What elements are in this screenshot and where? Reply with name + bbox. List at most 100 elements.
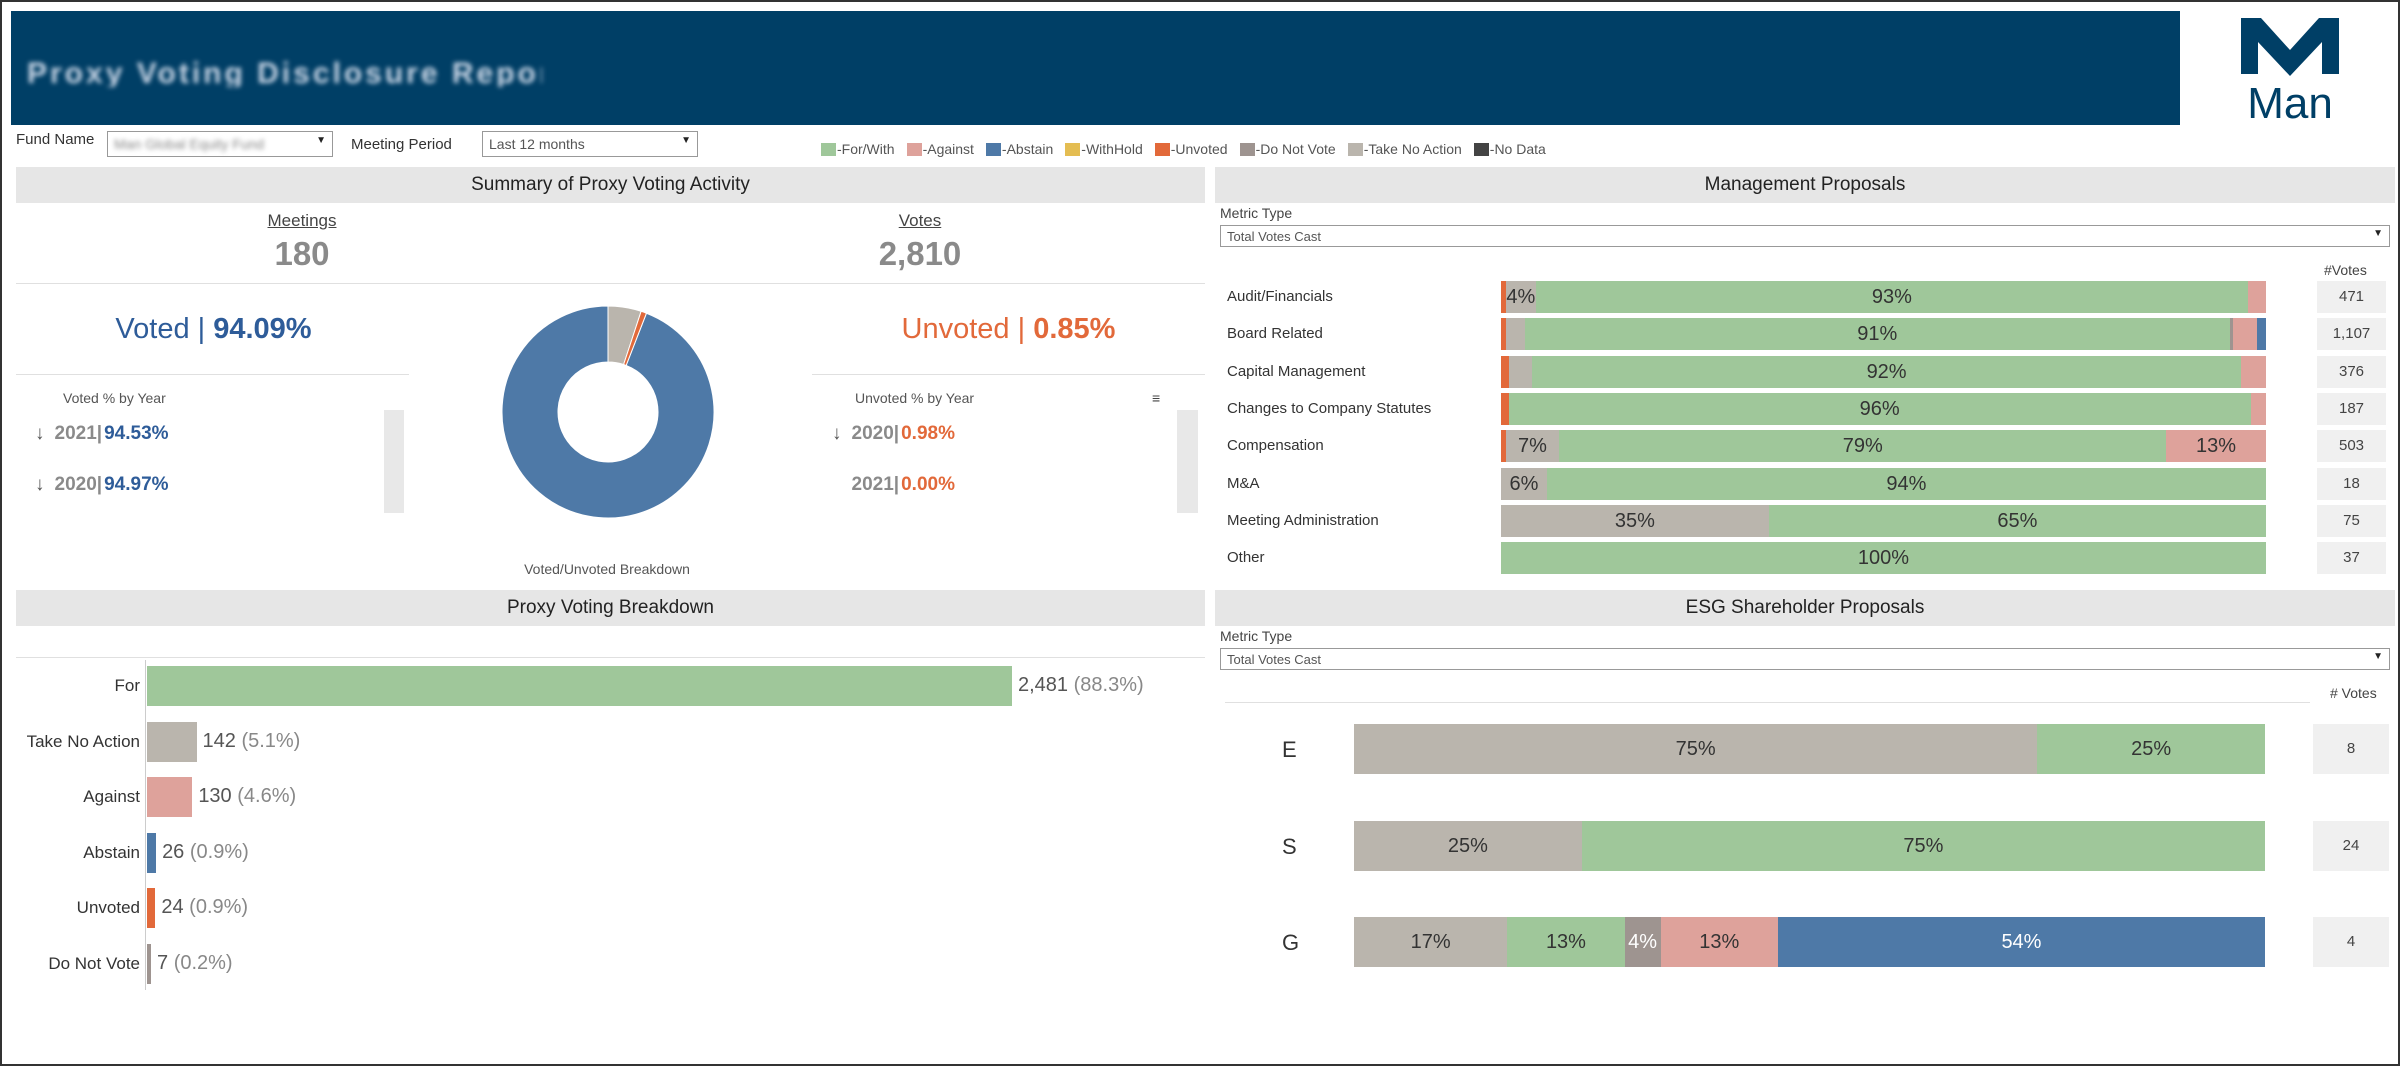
- category-label: Board Related: [1227, 325, 1323, 343]
- bar-segment[interactable]: [1501, 281, 1506, 313]
- management-title: Management Proposals: [1215, 167, 2395, 203]
- breakdown-pct: (0.9%): [189, 896, 249, 918]
- bar-segment[interactable]: 91%: [1525, 318, 2230, 351]
- bar-segment[interactable]: 35%: [1501, 504, 1769, 537]
- bar-segment[interactable]: 65%: [1768, 504, 2266, 537]
- legend-item[interactable]: -Unvoted: [1154, 141, 1228, 157]
- breakdown-pct: (88.3%): [1073, 674, 1144, 696]
- fund-name-dropdown[interactable]: Man Global Equity Fund ▼: [107, 131, 333, 157]
- bar-segment[interactable]: [1501, 430, 1506, 463]
- bar-segment[interactable]: [2241, 355, 2266, 388]
- divider: [1225, 702, 2310, 703]
- bar-segment[interactable]: 7%: [1505, 430, 1560, 463]
- breakdown-category: For: [114, 676, 141, 695]
- report-title: Proxy Voting Disclosure Report: [27, 57, 542, 87]
- esg-metric-type-dropdown[interactable]: Total Votes Cast ▼: [1220, 648, 2390, 670]
- bar-segment[interactable]: 25%: [2037, 724, 2265, 774]
- bar-segment[interactable]: [2233, 318, 2258, 351]
- meeting-period-value: Last 12 months: [489, 136, 585, 152]
- bar-segment[interactable]: [2250, 392, 2266, 425]
- category-label: E: [1282, 737, 1297, 762]
- breakdown-bar[interactable]: [147, 888, 156, 928]
- voted-year-scrollbar[interactable]: [384, 410, 404, 513]
- breakdown-count: 130: [198, 785, 232, 807]
- bar-segment[interactable]: [1501, 392, 1509, 425]
- bar-segment[interactable]: 13%: [1507, 917, 1625, 967]
- breakdown-value: 2,481 (88.3%): [1018, 674, 1144, 697]
- legend-swatch: [1347, 142, 1363, 156]
- meeting-period-dropdown[interactable]: Last 12 months ▼: [482, 131, 698, 157]
- category-label: Capital Management: [1227, 362, 1366, 380]
- bar-segment[interactable]: 75%: [1581, 820, 2265, 871]
- voted-by-year-label: Voted % by Year: [63, 390, 166, 406]
- donut-slice-unvoted[interactable]: [622, 310, 648, 367]
- year-pct: 94.53%: [104, 423, 169, 444]
- breakdown-bar[interactable]: [147, 943, 151, 984]
- legend-item[interactable]: -Do Not Vote: [1239, 141, 1336, 157]
- votes-value: 2,810: [878, 235, 962, 272]
- bar-segment[interactable]: 25%: [1354, 820, 1582, 871]
- down-arrow-icon: ↓: [35, 423, 45, 444]
- legend-swatch: [821, 142, 836, 156]
- bar-segment[interactable]: [1505, 318, 1525, 351]
- meeting-period-label: Meeting Period: [351, 136, 452, 153]
- legend-label: -Unvoted: [1170, 141, 1228, 157]
- voted-kpi: Voted | 94.09%: [16, 313, 411, 346]
- legend-item[interactable]: -WithHold: [1065, 141, 1143, 157]
- breakdown-category: Unvoted: [76, 898, 140, 917]
- category-label: Other: [1227, 549, 1265, 567]
- legend-item[interactable]: -For/With: [821, 141, 895, 157]
- bar-segment[interactable]: 79%: [1559, 430, 2167, 463]
- bar-segment[interactable]: 93%: [1536, 281, 2248, 313]
- bar-segment[interactable]: 54%: [1777, 917, 2265, 967]
- votes-cell: 376: [2317, 355, 2386, 388]
- bar-segment[interactable]: [1508, 355, 1532, 388]
- breakdown-bar[interactable]: [147, 777, 193, 817]
- donut-slice-voted[interactable]: [501, 305, 715, 519]
- breakdown-pct: (0.2%): [173, 951, 233, 974]
- bar-segment[interactable]: [1501, 355, 1509, 388]
- metric-type-dropdown[interactable]: Total Votes Cast ▼: [1220, 225, 2390, 247]
- bar-segment[interactable]: 4%: [1624, 917, 1661, 967]
- legend-item[interactable]: -No Data: [1473, 141, 1546, 157]
- chevron-down-icon: ▼: [2373, 651, 2383, 662]
- bar-segment[interactable]: 13%: [1660, 917, 1778, 967]
- breakdown-bar[interactable]: [147, 666, 1012, 706]
- chevron-down-icon: ▼: [316, 135, 326, 146]
- breakdown-count: 26: [162, 840, 185, 863]
- bar-segment[interactable]: 94%: [1546, 467, 2266, 500]
- breakdown-category: Abstain: [83, 842, 140, 862]
- breakdown-count: 7: [157, 951, 169, 974]
- breakdown-bar[interactable]: [147, 721, 197, 762]
- bar-segment[interactable]: 13%: [2166, 430, 2266, 463]
- voted-unvoted-donut: [501, 305, 715, 519]
- legend-label: -No Data: [1489, 141, 1546, 157]
- bar-segment[interactable]: 100%: [1501, 542, 2266, 575]
- sort-icon[interactable]: ≡: [1152, 390, 1161, 406]
- bar-segment[interactable]: 17%: [1354, 917, 1508, 967]
- unvoted-by-year-label: Unvoted % by Year: [855, 390, 975, 406]
- votes-cell: 18: [2317, 467, 2386, 500]
- category-label: Changes to Company Statutes: [1227, 399, 1432, 417]
- bar-segment[interactable]: 75%: [1354, 724, 2038, 774]
- bar-segment[interactable]: [2257, 318, 2266, 351]
- year-row: ↓ 2021| 94.53%: [35, 423, 169, 445]
- unvoted-year-scrollbar[interactable]: [1177, 410, 1198, 513]
- bar-segment[interactable]: 96%: [1508, 392, 2251, 425]
- votes-cell: 8: [2313, 724, 2389, 774]
- bar-segment[interactable]: 92%: [1531, 355, 2242, 388]
- bar-segment[interactable]: [1501, 318, 1506, 351]
- category-label: G: [1282, 930, 1300, 955]
- legend-item[interactable]: -Abstain: [985, 141, 1053, 157]
- man-logo: Man: [2241, 18, 2339, 124]
- bar-segment[interactable]: [2229, 318, 2234, 351]
- metric-type-value: Total Votes Cast: [1227, 229, 1321, 244]
- legend-item[interactable]: -Take No Action: [1347, 141, 1462, 157]
- bar-segment[interactable]: [2247, 281, 2266, 313]
- breakdown-bar[interactable]: [147, 832, 157, 873]
- bar-segment[interactable]: 4%: [1505, 281, 1537, 313]
- bar-segment[interactable]: 6%: [1501, 467, 1547, 500]
- legend-swatch: [1473, 142, 1489, 156]
- legend-item[interactable]: -Against: [906, 141, 974, 157]
